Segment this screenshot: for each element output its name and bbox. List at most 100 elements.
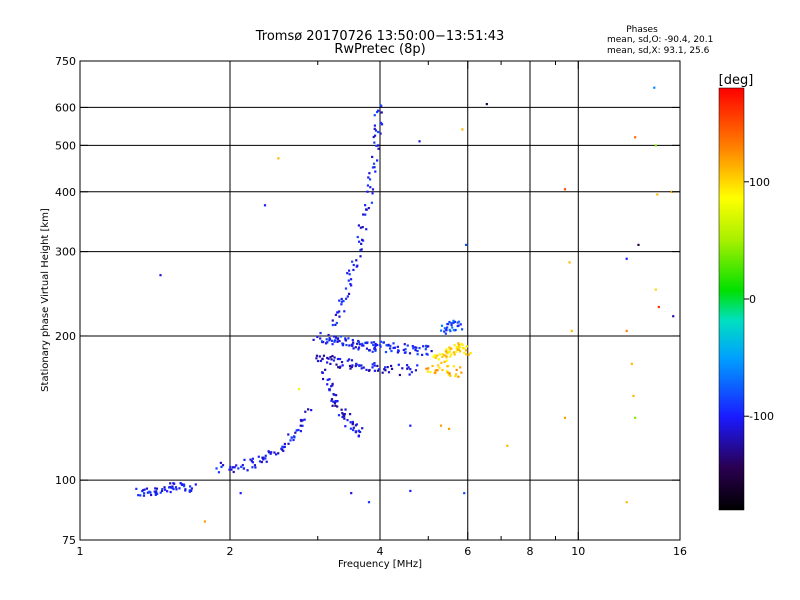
data-point	[338, 366, 342, 369]
data-point	[463, 351, 466, 354]
data-point	[625, 501, 628, 504]
data-point	[357, 341, 361, 344]
data-point	[260, 460, 263, 464]
data-point	[358, 343, 361, 346]
data-point	[625, 329, 628, 333]
data-point	[221, 464, 225, 467]
data-point	[351, 343, 354, 346]
data-point	[452, 365, 455, 368]
data-point	[373, 369, 376, 372]
data-point	[350, 492, 353, 495]
y-tick-label: 400	[55, 186, 76, 199]
data-point	[364, 341, 367, 344]
colorbar-tick-label: 100	[749, 176, 770, 189]
data-point	[563, 188, 567, 191]
data-point	[294, 431, 297, 434]
data-point	[142, 494, 146, 497]
data-point	[375, 110, 379, 114]
data-point	[154, 490, 158, 494]
data-point	[404, 351, 407, 354]
data-point	[347, 337, 350, 340]
data-point	[299, 424, 302, 427]
data-point	[332, 400, 335, 403]
data-point	[372, 135, 375, 139]
data-point	[366, 184, 370, 187]
data-point	[321, 357, 324, 361]
y-tick-label: 200	[55, 330, 76, 343]
data-point	[364, 204, 367, 207]
data-point	[469, 351, 472, 355]
data-point	[450, 322, 453, 325]
data-point	[184, 489, 187, 492]
data-point	[632, 394, 635, 398]
data-point	[441, 355, 444, 358]
data-point	[336, 311, 339, 314]
y-tick-label: 750	[55, 55, 76, 68]
data-point	[329, 362, 332, 366]
data-point	[335, 321, 338, 325]
data-point	[376, 369, 380, 372]
data-point	[188, 485, 192, 488]
data-point	[365, 347, 369, 350]
data-point	[377, 130, 380, 134]
data-point	[263, 204, 267, 207]
data-point	[336, 400, 339, 403]
data-point	[243, 458, 246, 461]
data-point	[301, 419, 304, 422]
x-tick-label: 10	[571, 545, 585, 558]
data-point	[381, 371, 384, 374]
x-tick-label: 4	[377, 545, 384, 558]
x-axis-label: Frequency [MHz]	[338, 559, 422, 570]
data-point	[168, 486, 171, 489]
data-point	[427, 367, 430, 370]
data-point	[181, 483, 184, 486]
data-point	[310, 408, 313, 412]
data-point	[251, 457, 254, 460]
stats-heading: Phases	[626, 25, 658, 35]
data-point	[373, 134, 377, 137]
data-point	[319, 337, 322, 340]
data-point	[372, 162, 376, 165]
data-point	[333, 393, 336, 396]
data-point	[425, 345, 428, 348]
data-point	[143, 492, 146, 495]
data-point	[418, 347, 421, 350]
data-point	[349, 367, 352, 370]
data-point	[233, 466, 236, 469]
data-point	[407, 366, 410, 369]
data-point	[379, 345, 382, 348]
data-point	[438, 366, 441, 369]
data-point	[463, 492, 466, 495]
data-point	[344, 287, 348, 290]
data-point	[445, 348, 448, 351]
data-point	[347, 358, 351, 361]
data-point	[351, 344, 354, 347]
data-point	[347, 292, 351, 295]
data-point	[334, 404, 337, 407]
data-point	[448, 346, 451, 349]
data-point	[344, 425, 347, 428]
data-point	[351, 420, 354, 424]
data-point	[215, 467, 218, 470]
data-point	[338, 339, 341, 343]
data-point	[376, 343, 379, 347]
data-point	[389, 347, 392, 350]
data-point	[188, 490, 191, 493]
data-point	[333, 340, 336, 343]
data-point	[377, 368, 381, 371]
data-point	[373, 141, 376, 144]
data-point	[343, 417, 346, 420]
data-point	[324, 342, 328, 345]
data-point	[340, 303, 343, 306]
data-point	[449, 374, 452, 377]
colorbar-label: [deg]	[719, 73, 754, 88]
data-point	[319, 331, 322, 335]
data-point	[341, 344, 345, 347]
data-point	[315, 354, 319, 357]
data-point	[457, 342, 460, 345]
data-point	[290, 436, 293, 439]
data-point	[448, 328, 451, 332]
data-point	[301, 424, 304, 427]
data-point	[384, 369, 387, 372]
data-point	[340, 297, 343, 301]
